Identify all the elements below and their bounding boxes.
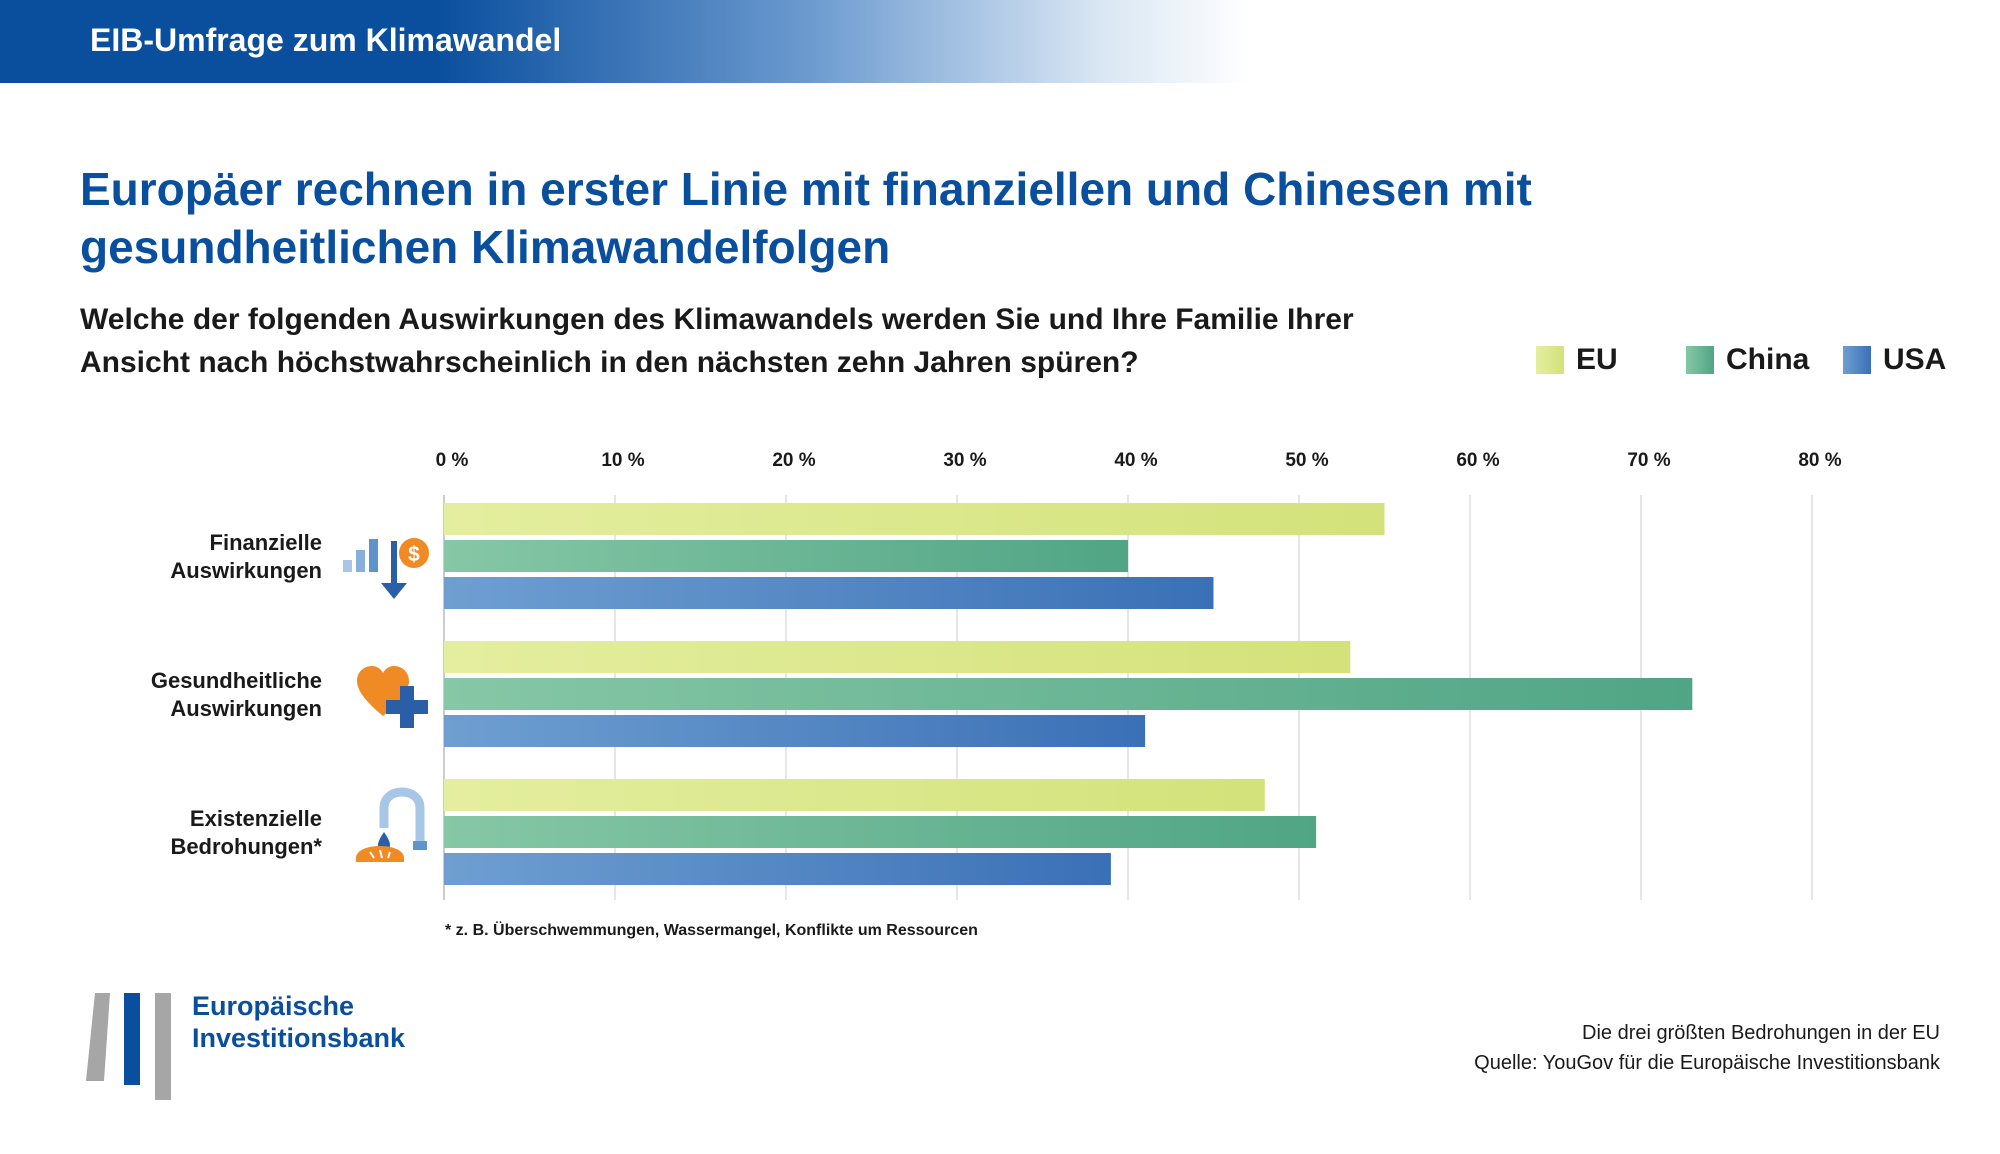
bar-china-2: [444, 678, 1693, 710]
bars: [444, 503, 1693, 885]
financial-icon: $: [343, 538, 429, 599]
logo-text: Europäische Investitionsbank: [192, 990, 405, 1054]
category-label-1-line-2: Auswirkungen: [170, 558, 322, 583]
svg-text:$: $: [408, 543, 420, 566]
logo-line-2: Investitionsbank: [192, 1023, 406, 1053]
legend-swatch-china: [1686, 346, 1714, 374]
chart-question-line-2: Ansicht nach höchstwahrscheinlich in den…: [80, 346, 1139, 379]
x-tick-label-30: 30 %: [943, 450, 986, 471]
x-tick-label-10: 10 %: [601, 450, 644, 471]
existential-icon: [356, 787, 427, 862]
legend-item-eu: EU: [1536, 340, 1618, 380]
bar-china-1: [444, 540, 1128, 572]
category-labels: Finanzielle Auswirkungen Gesundheitliche Au…: [151, 530, 323, 859]
source-line-2: Quelle: YouGov für die Europäische Inves…: [1474, 1052, 1940, 1074]
x-tick-label-80: 80 %: [1798, 450, 1841, 471]
bar-eu-3: [444, 779, 1265, 811]
legend-swatch-eu: [1536, 346, 1564, 374]
eib-logo-icon: [86, 993, 171, 1100]
chart-title: Europäer rechnen in erster Linie mit fin…: [80, 160, 1680, 276]
chart-question-line-1: Welche der folgenden Auswirkungen des Kl…: [80, 303, 1354, 336]
legend-label-usa: USA: [1883, 343, 1947, 376]
legend-swatch-usa: [1843, 346, 1871, 374]
bar-eu-1: [444, 503, 1385, 535]
bar-usa-2: [444, 715, 1146, 747]
x-tick-label-50: 50 %: [1285, 450, 1328, 471]
category-label-3-line-2: Bedrohungen*: [170, 834, 322, 859]
bar-eu-2: [444, 641, 1351, 673]
x-tick-label-70: 70 %: [1627, 450, 1670, 471]
banner-title: EIB-Umfrage zum Klimawandel: [90, 22, 562, 58]
chart-title-line-1: Europäer rechnen in erster Linie mit fin…: [80, 163, 1532, 215]
legend-label-china: China: [1726, 343, 1810, 376]
source-note: Die drei größten Bedrohungen in der EU Q…: [1474, 1018, 1940, 1078]
x-tick-label-60: 60 %: [1456, 450, 1499, 471]
footnote: * z. B. Überschwemmungen, Wassermangel, …: [445, 922, 978, 939]
x-axis-ticks: 0 % 10 % 20 % 30 % 40 % 50 % 60 % 70 % 80 %: [436, 450, 1842, 471]
bar-usa-1: [444, 577, 1214, 609]
bar-usa-3: [444, 853, 1111, 885]
x-tick-label-20: 20 %: [772, 450, 815, 471]
top-banner: EIB-Umfrage zum Klimawandel: [0, 0, 1250, 83]
category-label-2-line-1: Gesundheitliche: [151, 668, 322, 693]
legend-label-eu: EU: [1576, 343, 1618, 376]
x-tick-label-0: 0 %: [436, 450, 469, 471]
health-icon: [357, 666, 428, 728]
legend-item-china: China: [1686, 340, 1809, 380]
chart-title-line-2: gesundheitlichen Klimawandelfolgen: [80, 221, 891, 273]
category-label-3-line-1: Existenzielle: [190, 806, 322, 831]
category-label-2-line-2: Auswirkungen: [170, 696, 322, 721]
chart-question: Welche der folgenden Auswirkungen des Kl…: [80, 298, 1460, 384]
x-tick-label-40: 40 %: [1114, 450, 1157, 471]
legend-item-usa: USA: [1843, 340, 1946, 380]
logo-line-1: Europäische: [192, 991, 355, 1021]
source-line-1: Die drei größten Bedrohungen in der EU: [1582, 1022, 1940, 1044]
category-label-1-line-1: Finanzielle: [210, 530, 322, 555]
bar-china-3: [444, 816, 1317, 848]
